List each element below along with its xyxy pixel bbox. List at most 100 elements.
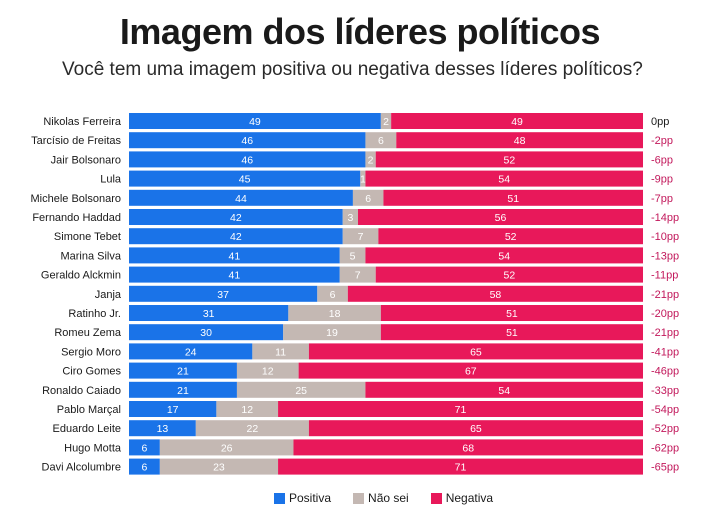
legend-item-nao-sei: Não sei <box>353 491 409 505</box>
data-label-nao-sei: 12 <box>262 366 274 378</box>
data-label-positiva: 42 <box>230 231 242 243</box>
data-label-positiva: 24 <box>185 346 197 358</box>
bar-segment-negativa <box>278 458 643 475</box>
data-label-negativa: 51 <box>506 327 518 339</box>
difference-label: 0pp <box>651 116 669 128</box>
bar-segment-nao-sei <box>159 458 279 475</box>
difference-label: -62pp <box>651 442 679 454</box>
bar-segment-nao-sei <box>236 381 366 398</box>
data-label-nao-sei: 7 <box>355 270 361 282</box>
bar-segment-positiva <box>129 266 340 283</box>
difference-label: -14pp <box>651 212 679 224</box>
data-label-negativa: 49 <box>511 116 523 128</box>
data-label-negativa: 52 <box>504 154 516 166</box>
data-label-negativa: 71 <box>455 462 467 474</box>
data-label-positiva: 13 <box>157 423 169 435</box>
data-label-negativa: 56 <box>495 212 507 224</box>
bar-segment-nao-sei <box>360 170 366 187</box>
category-label: Hugo Motta <box>64 442 122 454</box>
data-label-nao-sei: 5 <box>350 250 356 262</box>
bar-segment-negativa <box>380 324 643 341</box>
bar-segment-negativa <box>380 305 643 321</box>
bar-segment-nao-sei <box>159 439 294 456</box>
bar-segment-positiva <box>129 247 340 264</box>
bar-segment-positiva <box>129 132 366 149</box>
bar-segment-nao-sei <box>283 324 381 341</box>
bar-segment-nao-sei <box>352 189 384 206</box>
data-label-positiva: 46 <box>241 154 253 166</box>
bar-segment-positiva <box>129 458 160 475</box>
data-label-positiva: 21 <box>177 366 189 378</box>
bar-segment-nao-sei <box>252 343 309 360</box>
bar-segment-positiva <box>129 170 361 187</box>
bar-segment-nao-sei <box>342 209 359 225</box>
bar-segment-negativa <box>378 228 643 245</box>
difference-label: -2pp <box>651 135 673 147</box>
bar-segment-nao-sei <box>339 247 366 264</box>
difference-label: -21pp <box>651 327 679 339</box>
bar-segment-negativa <box>396 132 643 149</box>
data-label-negativa: 51 <box>507 193 519 205</box>
difference-label: -21pp <box>651 289 679 301</box>
bar-segment-positiva <box>129 420 196 437</box>
data-label-negativa: 52 <box>504 270 516 282</box>
data-label-negativa: 65 <box>470 423 482 435</box>
category-label: Fernando Haddad <box>32 212 121 224</box>
data-label-negativa: 51 <box>506 308 518 320</box>
legend-label-positiva: Positiva <box>289 491 332 505</box>
bar-segment-positiva <box>129 151 366 168</box>
data-label-positiva: 31 <box>203 308 215 320</box>
bar-segment-negativa <box>278 401 643 417</box>
bar-segment-positiva <box>129 113 381 129</box>
data-label-nao-sei: 2 <box>368 154 374 166</box>
bar-segment-positiva <box>129 401 217 417</box>
data-label-nao-sei: 25 <box>295 385 307 397</box>
bar-segment-negativa <box>358 209 643 225</box>
data-label-negativa: 48 <box>514 135 526 147</box>
legend-swatch-nao-sei <box>353 492 365 504</box>
category-label: Davi Alcolumbre <box>42 462 121 474</box>
data-label-nao-sei: 18 <box>329 308 341 320</box>
legend-item-negativa: Negativa <box>430 491 494 505</box>
category-label: Marina Silva <box>60 250 121 262</box>
category-label: Simone Tebet <box>54 231 121 243</box>
data-label-positiva: 45 <box>239 174 251 186</box>
category-label: Ratinho Jr. <box>68 308 121 320</box>
data-label-positiva: 30 <box>200 327 212 339</box>
difference-label: -7pp <box>651 193 673 205</box>
bar-segment-negativa <box>347 285 643 302</box>
bar-segment-nao-sei <box>216 401 279 417</box>
category-label: Ronaldo Caiado <box>42 385 121 397</box>
data-label-negativa: 67 <box>465 366 477 378</box>
category-label: Janja <box>95 289 122 301</box>
bar-segment-positiva <box>129 324 284 341</box>
category-label: Jair Bolsonaro <box>51 154 121 166</box>
difference-label: -54pp <box>651 404 679 416</box>
bar-segment-negativa <box>365 170 643 187</box>
legend-label-negativa: Negativa <box>445 491 494 505</box>
difference-label: -65pp <box>651 462 679 474</box>
bar-segment-positiva <box>129 228 343 245</box>
bar-segment-nao-sei <box>342 228 379 245</box>
bar-segment-negativa <box>365 247 643 264</box>
category-label: Eduardo Leite <box>53 423 122 435</box>
bar-segment-nao-sei <box>339 266 376 283</box>
difference-label: -10pp <box>651 231 679 243</box>
data-label-negativa: 54 <box>498 174 510 186</box>
data-label-nao-sei: 6 <box>378 135 384 147</box>
data-label-nao-sei: 2 <box>383 116 389 128</box>
category-label: Geraldo Alckmin <box>41 270 121 282</box>
data-label-positiva: 44 <box>235 193 247 205</box>
legend-label-nao-sei: Não sei <box>368 491 409 505</box>
bar-segment-negativa <box>391 113 643 129</box>
bar-segment-negativa <box>308 343 643 360</box>
bar-segment-positiva <box>129 439 160 456</box>
bar-segment-nao-sei <box>195 420 309 437</box>
bar-segment-negativa <box>293 439 643 456</box>
bar-segment-nao-sei <box>288 305 381 321</box>
data-label-nao-sei: 22 <box>247 423 259 435</box>
difference-label: -11pp <box>651 270 678 282</box>
data-label-positiva: 21 <box>177 385 189 397</box>
category-label: Ciro Gomes <box>62 366 121 378</box>
